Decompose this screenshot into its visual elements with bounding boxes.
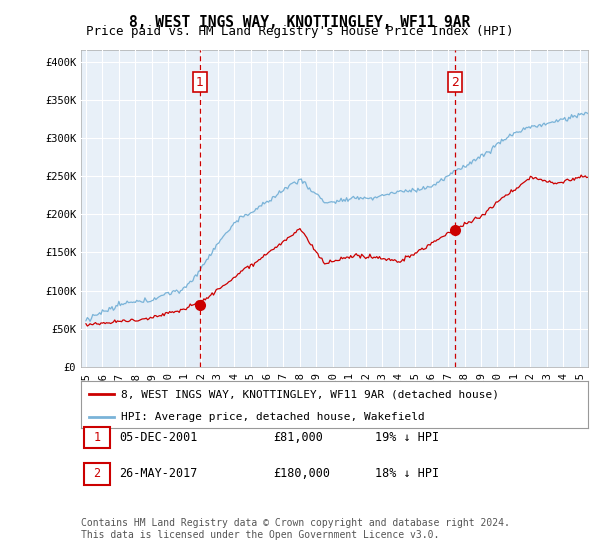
Text: 1: 1 — [93, 431, 100, 444]
Text: £81,000: £81,000 — [274, 431, 323, 444]
Text: 18% ↓ HPI: 18% ↓ HPI — [375, 467, 439, 480]
FancyBboxPatch shape — [83, 463, 110, 484]
Text: 2: 2 — [93, 467, 100, 480]
Text: 1: 1 — [196, 76, 204, 88]
Text: Contains HM Land Registry data © Crown copyright and database right 2024.
This d: Contains HM Land Registry data © Crown c… — [81, 518, 510, 540]
Text: 8, WEST INGS WAY, KNOTTINGLEY, WF11 9AR (detached house): 8, WEST INGS WAY, KNOTTINGLEY, WF11 9AR … — [121, 389, 499, 399]
Text: 2: 2 — [451, 76, 459, 88]
Text: Price paid vs. HM Land Registry's House Price Index (HPI): Price paid vs. HM Land Registry's House … — [86, 25, 514, 38]
FancyBboxPatch shape — [83, 427, 110, 448]
Text: £180,000: £180,000 — [274, 467, 331, 480]
Text: 8, WEST INGS WAY, KNOTTINGLEY, WF11 9AR: 8, WEST INGS WAY, KNOTTINGLEY, WF11 9AR — [130, 15, 470, 30]
Text: 05-DEC-2001: 05-DEC-2001 — [119, 431, 197, 444]
Text: 26-MAY-2017: 26-MAY-2017 — [119, 467, 197, 480]
Text: 19% ↓ HPI: 19% ↓ HPI — [375, 431, 439, 444]
Text: HPI: Average price, detached house, Wakefield: HPI: Average price, detached house, Wake… — [121, 412, 424, 422]
